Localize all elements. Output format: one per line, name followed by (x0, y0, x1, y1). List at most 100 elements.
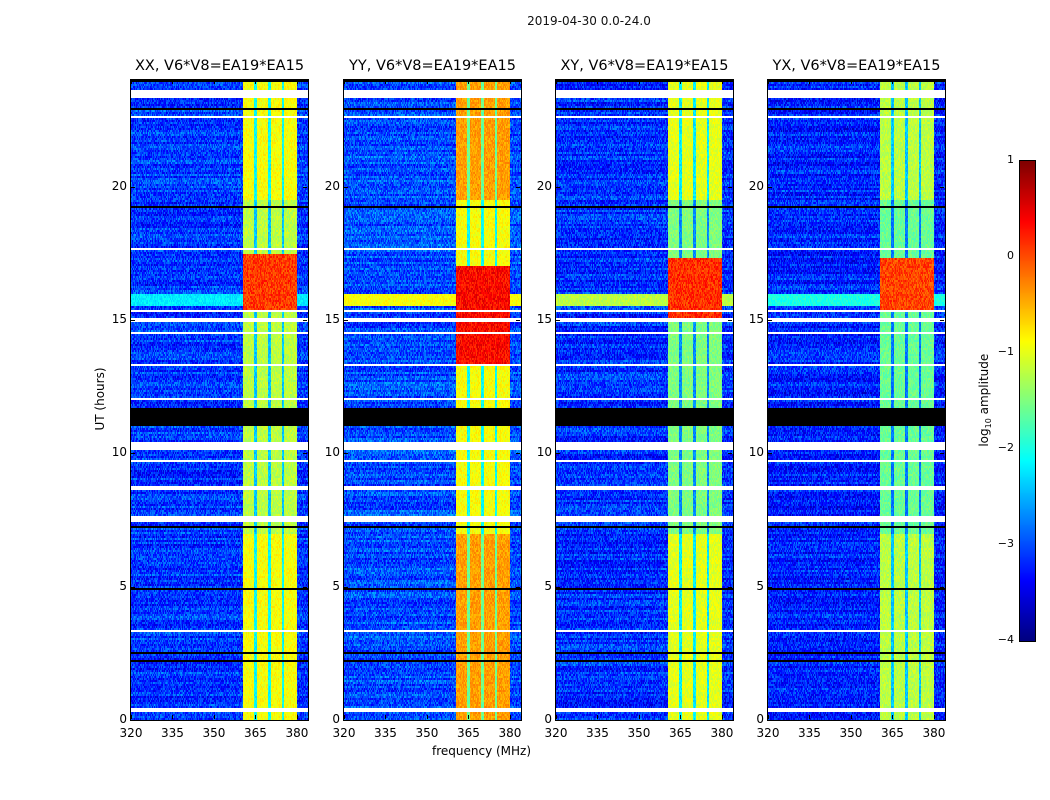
y-tick-mark (303, 186, 307, 188)
y-tick-mark (516, 586, 520, 588)
y-tick-label: 20 (748, 178, 764, 193)
x-tick-mark (597, 715, 599, 719)
x-tick-mark (385, 715, 387, 719)
x-tick-mark (344, 80, 345, 84)
x-tick-mark (509, 80, 511, 84)
heatmap (556, 80, 733, 720)
y-tick-mark (516, 186, 520, 188)
panel-1: YY, V6*V8=EA19*EA15 320 335 350 365 380 0 5 10 15… (325, 58, 522, 740)
axes-frame (130, 79, 309, 721)
x-tick-mark (638, 715, 640, 719)
colorbar-tick-label: −1 (997, 345, 1014, 358)
colorbar-tick-label: −4 (997, 633, 1014, 646)
x-axis-label: frequency (MHz) (432, 744, 532, 758)
panel-0: XX, V6*V8=EA19*EA15 320 335 350 365 380 0 5 10 15… (112, 58, 309, 740)
x-tick-mark (172, 715, 174, 719)
x-tick-label: 320 (119, 726, 143, 740)
x-tick-label: 335 (161, 726, 184, 740)
y-tick-mark (940, 720, 944, 721)
y-tick-label: 5 (544, 578, 552, 593)
y-tick-mark (728, 186, 732, 188)
y-tick-mark (516, 320, 520, 321)
y-tick-label: 5 (332, 578, 340, 593)
y-tick-mark (516, 453, 520, 455)
y-tick-label: 20 (536, 178, 552, 193)
x-tick-label: 380 (498, 726, 522, 740)
y-tick-mark (940, 186, 944, 188)
y-tick-mark (131, 186, 135, 188)
colorbar-tick-label: 1 (1007, 153, 1014, 166)
x-tick-label: 320 (756, 726, 780, 740)
heatmap (131, 80, 308, 720)
y-tick-mark (728, 320, 732, 321)
x-tick-label: 335 (374, 726, 397, 740)
x-tick-label: 335 (798, 726, 821, 740)
x-tick-mark (892, 715, 894, 719)
colorbar-tick-label: −3 (997, 537, 1014, 550)
y-tick-mark (344, 320, 348, 321)
y-tick-label: 15 (324, 312, 340, 326)
y-tick-label: 10 (748, 445, 764, 460)
y-tick-label: 0 (119, 712, 127, 726)
y-tick-mark (556, 186, 560, 188)
x-tick-label: 320 (544, 726, 568, 740)
y-axis-label: UT (hours) (93, 367, 107, 431)
axes-frame (555, 79, 734, 721)
y-tick-mark (344, 586, 348, 588)
x-tick-mark (344, 715, 345, 719)
x-tick-mark (468, 715, 470, 719)
y-tick-mark (131, 453, 135, 455)
panel-3: YX, V6*V8=EA19*EA15 320 335 350 365 380 0 5 10 15… (749, 58, 946, 740)
y-tick-mark (303, 586, 307, 588)
x-tick-mark (213, 715, 215, 719)
y-tick-mark (344, 453, 348, 455)
y-tick-label: 10 (536, 445, 552, 460)
colorbar-label: log10 amplitude (976, 353, 994, 447)
x-tick-mark (426, 80, 428, 84)
y-tick-label: 0 (756, 712, 764, 726)
y-tick-label: 5 (756, 578, 764, 593)
panel-title: XX, V6*V8=EA19*EA15 (134, 58, 305, 74)
x-tick-mark (638, 80, 640, 84)
x-tick-mark (933, 80, 935, 84)
y-tick-mark (556, 586, 560, 588)
x-tick-mark (933, 715, 935, 719)
axes-frame (767, 79, 946, 721)
y-tick-label: 20 (111, 178, 127, 193)
colorbar (1019, 160, 1036, 642)
y-tick-mark (768, 186, 772, 188)
x-tick-label: 365 (457, 726, 480, 740)
x-tick-label: 320 (332, 726, 356, 740)
y-tick-mark (303, 320, 307, 321)
y-tick-mark (940, 320, 944, 321)
x-tick-label: 335 (586, 726, 609, 740)
axes-frame (343, 79, 522, 721)
x-tick-label: 365 (669, 726, 692, 740)
x-tick-mark (556, 80, 557, 84)
x-tick-mark (131, 715, 132, 719)
y-tick-mark (728, 453, 732, 455)
x-tick-mark (296, 80, 298, 84)
panel-2: XY, V6*V8=EA19*EA15 320 335 350 365 380 0 5 10 15… (537, 58, 734, 740)
y-tick-mark (131, 720, 135, 721)
y-tick-mark (556, 453, 560, 455)
y-tick-mark (556, 320, 560, 321)
y-tick-mark (768, 720, 772, 721)
colorbar-tick-label: −2 (997, 441, 1014, 454)
heatmap (768, 80, 945, 720)
x-tick-mark (680, 715, 682, 719)
x-tick-mark (850, 715, 852, 719)
y-tick-mark (940, 586, 944, 588)
y-tick-label: 5 (119, 578, 127, 593)
x-tick-label: 365 (881, 726, 904, 740)
y-tick-mark (940, 453, 944, 455)
x-tick-mark (468, 80, 470, 84)
x-tick-mark (721, 80, 723, 84)
x-tick-label: 365 (244, 726, 267, 740)
x-tick-mark (296, 715, 298, 719)
x-tick-label: 380 (710, 726, 734, 740)
x-tick-mark (680, 80, 682, 84)
y-tick-label: 20 (324, 178, 340, 193)
y-tick-mark (768, 586, 772, 588)
